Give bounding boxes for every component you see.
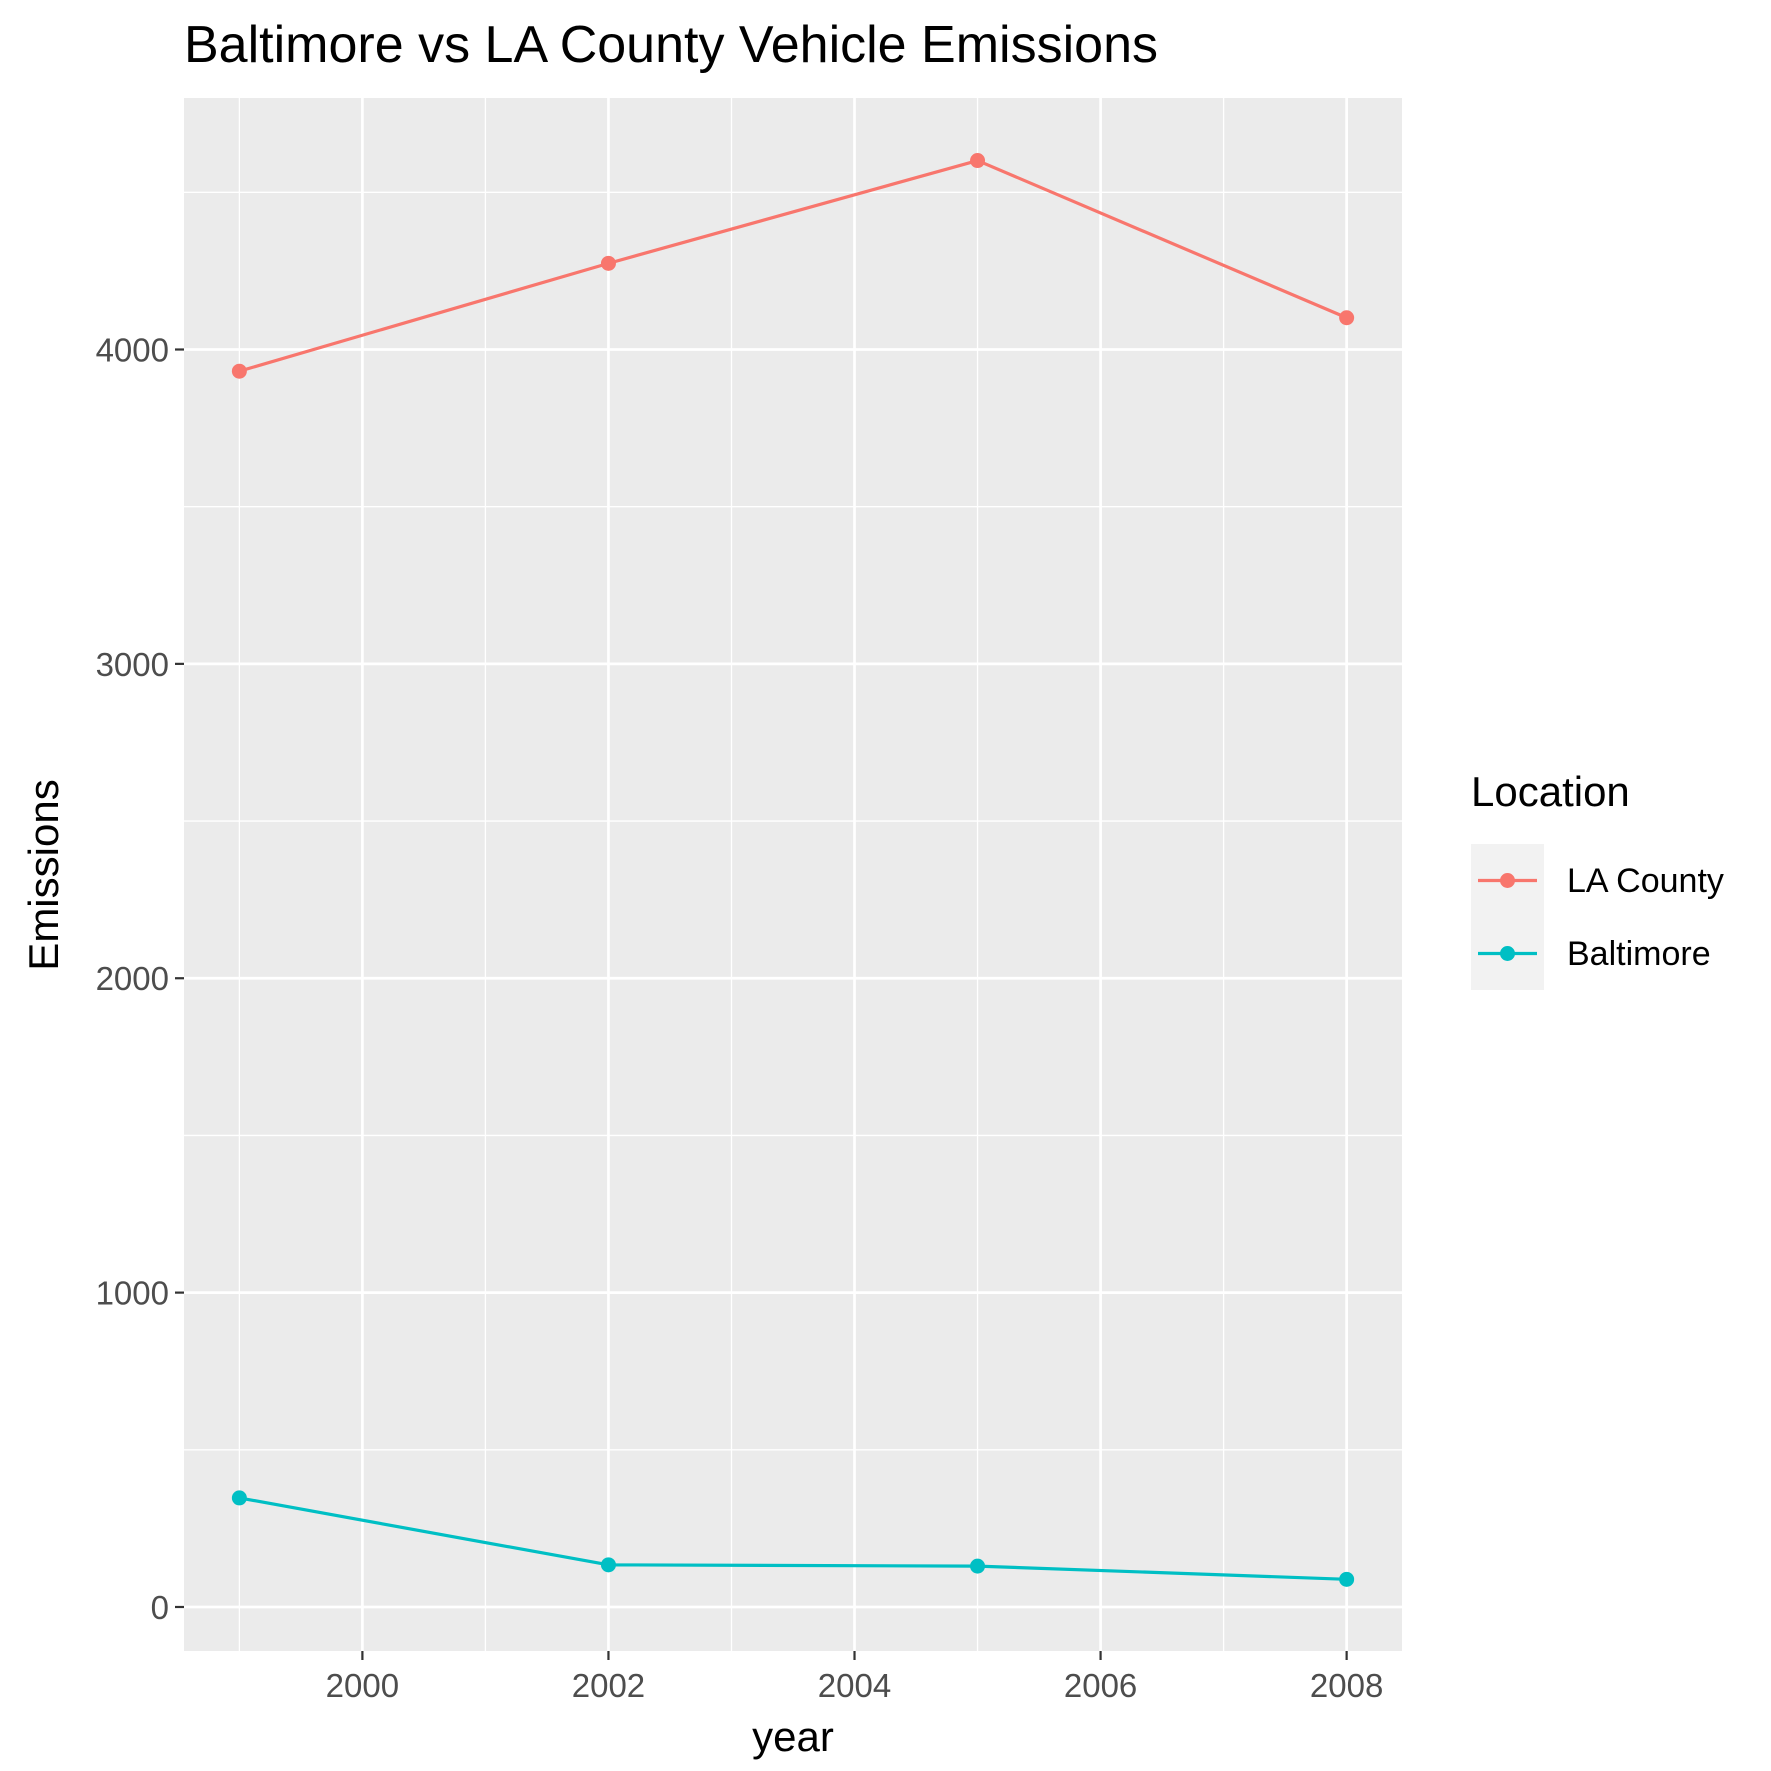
minor-gridlines [184,98,1402,1651]
y-tick-label: 0 [151,1589,169,1626]
legend-key-point-baltimore [1500,946,1515,961]
x-axis-ticks: 2000 2002 2004 2006 2008 [326,1651,1383,1704]
x-tick-label: 2008 [1310,1667,1383,1704]
x-tick-label: 2004 [818,1667,891,1704]
chart-title: Baltimore vs LA County Vehicle Emissions [184,16,1158,74]
legend: Location LA County Baltimore [1471,768,1724,990]
plot-panel [184,98,1402,1651]
y-axis-ticks: 0 1000 2000 3000 4000 [96,331,184,1626]
x-tick-label: 2000 [326,1667,399,1704]
legend-key-point-la-county [1500,873,1515,888]
legend-label-la-county: LA County [1567,862,1724,900]
data-point-baltimore [970,1558,986,1574]
data-point-baltimore [231,1490,247,1506]
y-tick-label: 1000 [96,1275,169,1312]
series-lines [238,158,1348,1581]
legend-items: LA County Baltimore [1471,844,1724,990]
y-tick-label: 2000 [96,960,169,997]
data-point-la-county [231,363,247,379]
major-gridlines [184,98,1402,1651]
legend-label-baltimore: Baltimore [1567,935,1711,973]
data-point-baltimore [600,1557,616,1573]
data-point-la-county [970,153,986,169]
legend-title: Location [1471,768,1630,815]
x-axis-title: year [752,1713,834,1760]
series-line-la-county [238,158,1348,373]
y-tick-label: 4000 [96,331,169,368]
data-point-la-county [1339,310,1355,326]
x-tick-label: 2002 [572,1667,645,1704]
y-axis-title: Emissions [20,779,67,970]
x-tick-label: 2006 [1064,1667,1137,1704]
data-point-la-county [600,255,616,271]
data-point-baltimore [1339,1571,1355,1587]
series-line-baltimore [239,1496,1347,1581]
series-points [231,153,1355,1587]
y-tick-label: 3000 [96,646,169,683]
